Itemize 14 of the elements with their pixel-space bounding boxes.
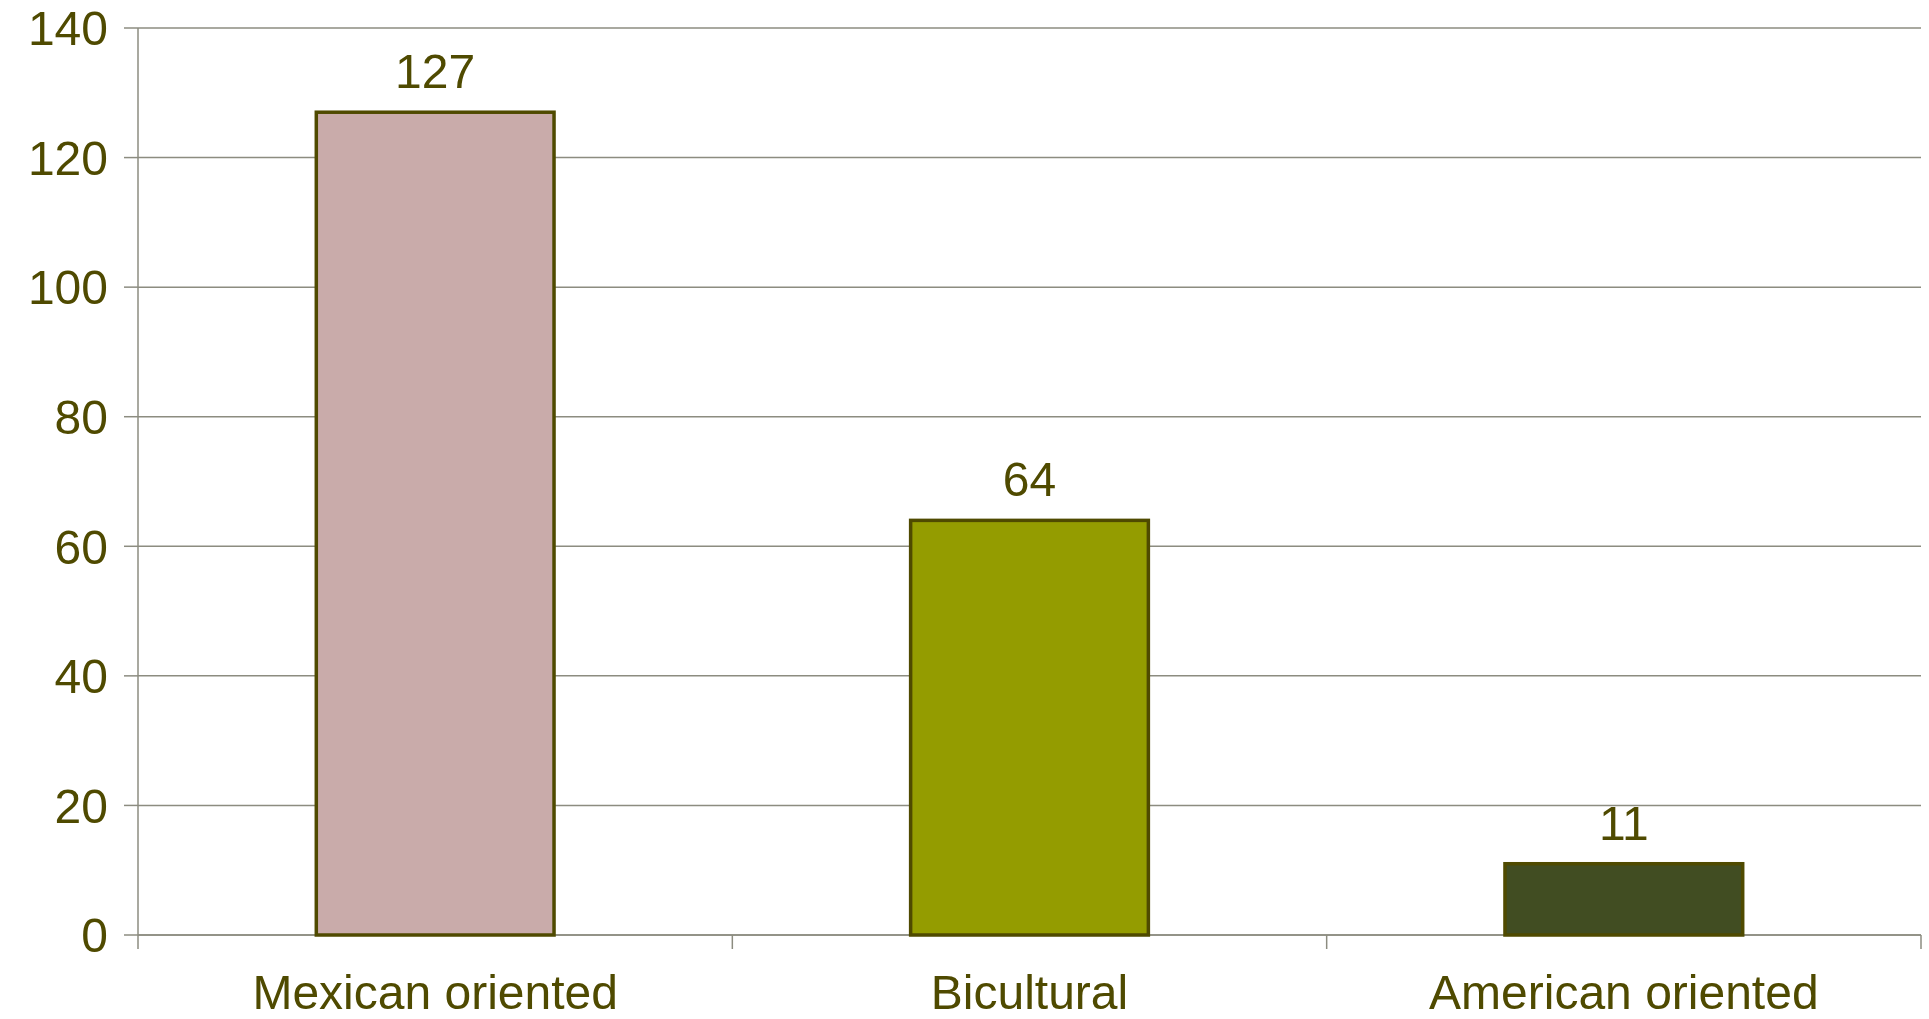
- data-label: 127: [395, 45, 476, 99]
- data-label: 64: [1002, 453, 1057, 507]
- y-tick-label: 40: [54, 650, 108, 704]
- y-tick-label: 120: [27, 131, 108, 185]
- data-label: 11: [1598, 796, 1649, 850]
- x-tick-label: Bicultural: [930, 966, 1129, 1019]
- y-tick-label: 60: [54, 520, 108, 574]
- x-tick-label: Mexican oriented: [252, 966, 618, 1019]
- x-tick-label: American oriented: [1429, 966, 1819, 1019]
- y-tick-label: 100: [27, 261, 108, 315]
- y-tick-label: 20: [54, 779, 108, 833]
- y-tick-label: 0: [81, 909, 108, 963]
- y-tick-label: 140: [27, 2, 108, 56]
- y-tick-label: 80: [54, 390, 108, 444]
